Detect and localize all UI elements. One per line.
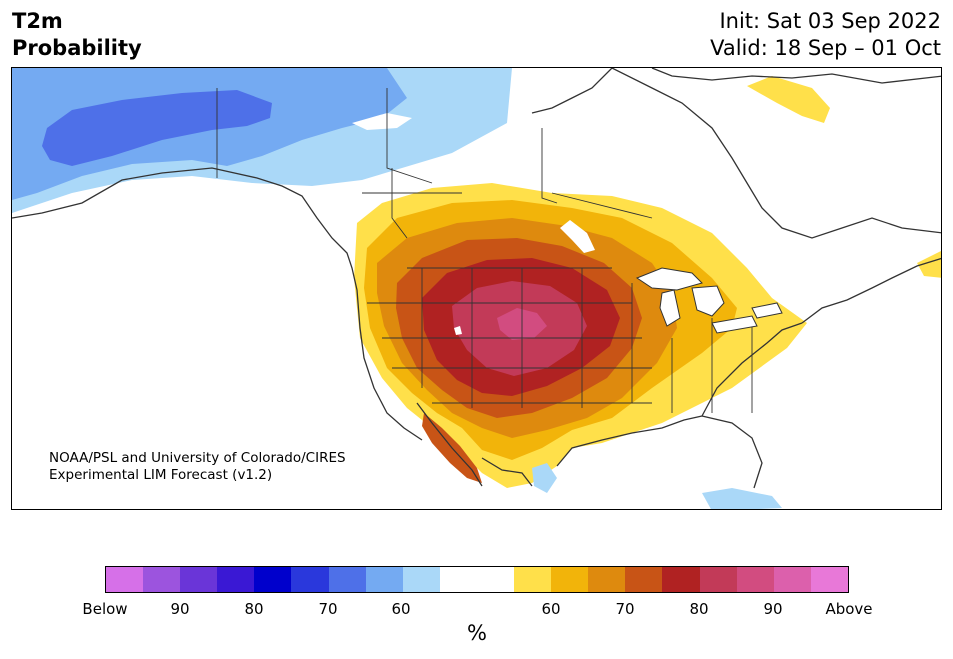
title-line-1: T2m	[12, 9, 63, 33]
colorbar-tick-label: 70	[318, 600, 338, 618]
colorbar-tick-label: 60	[541, 600, 561, 618]
cold-region-dark	[42, 90, 272, 166]
colorbar-tick-label: Above	[825, 600, 873, 618]
colorbar-segment	[625, 567, 663, 592]
colorbar-segment	[699, 567, 737, 592]
lake-winnipeg	[560, 220, 595, 253]
colorbar-segment	[551, 567, 589, 592]
state-borders	[216, 88, 753, 413]
colorbar-tick-label: 60	[391, 600, 411, 618]
colorbar-segment	[402, 567, 440, 592]
northeast-warm-patch	[747, 76, 830, 123]
colorbar-tick-label: Below	[82, 600, 128, 618]
colorbar-segment	[439, 567, 477, 592]
colorbar-segment	[143, 567, 181, 592]
coastlines	[12, 68, 941, 489]
colorbar-segment	[254, 567, 292, 592]
colorbar-tick-label: 90	[763, 600, 783, 618]
attribution-line-1: NOAA/PSL and University of Colorado/CIRE…	[49, 450, 346, 466]
colorbar-segment	[291, 567, 329, 592]
map-canvas	[12, 68, 941, 509]
forecast-dates: Init: Sat 03 Sep 2022 Valid: 18 Sep – 01…	[710, 8, 941, 62]
title-line-2: Probability	[12, 36, 142, 60]
gulf-cool-patch	[532, 463, 557, 493]
colorbar-segment	[514, 567, 552, 592]
probability-map	[11, 67, 942, 510]
maritime-warm-patch	[917, 251, 941, 278]
map-title: T2m Probability	[12, 8, 142, 62]
attribution: NOAA/PSL and University of Colorado/CIRE…	[49, 450, 346, 484]
colorbar-tick-label: 80	[689, 600, 709, 618]
attribution-line-2: Experimental LIM Forecast (v1.2)	[49, 467, 273, 483]
colorbar-segment	[810, 567, 848, 592]
colorbar-segment	[180, 567, 218, 592]
great-salt-lake	[454, 326, 462, 335]
init-date: Init: Sat 03 Sep 2022	[719, 9, 941, 33]
colorbar-segment	[662, 567, 700, 592]
colorbar	[105, 566, 849, 593]
colorbar-segment	[588, 567, 626, 592]
caribbean-cool-patch	[702, 488, 782, 509]
colorbar-unit: %	[467, 621, 487, 645]
colorbar-segment	[328, 567, 366, 592]
valid-range: Valid: 18 Sep – 01 Oct	[710, 36, 941, 60]
colorbar-tick-label: 80	[244, 600, 264, 618]
colorbar-segment	[217, 567, 255, 592]
colorbar-segment	[476, 567, 515, 592]
cold-region-mid	[12, 68, 407, 200]
colorbar-segment	[736, 567, 774, 592]
colorbar-tick-label: 70	[615, 600, 635, 618]
great-lakes	[635, 267, 783, 334]
colorbar-segment	[773, 567, 811, 592]
colorbar-segment	[365, 567, 403, 592]
lake-white	[352, 113, 412, 130]
colorbar-tick-label: 90	[170, 600, 190, 618]
colorbar-segment	[106, 567, 144, 592]
